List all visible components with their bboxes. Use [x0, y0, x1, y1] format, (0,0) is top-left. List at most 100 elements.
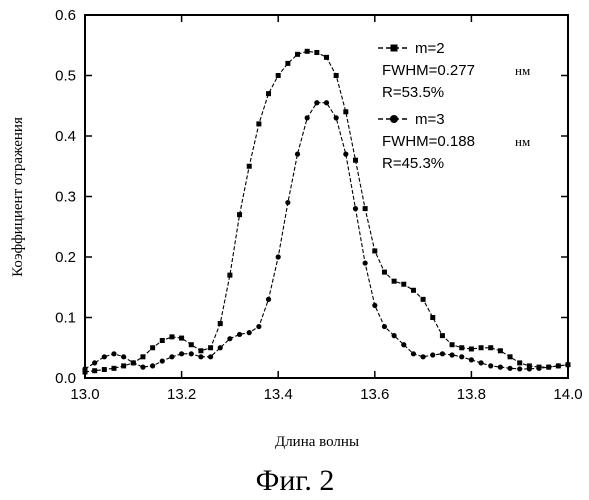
legend-fwhm-m3: FWHM=0.188	[382, 133, 475, 150]
data-point-m2	[392, 279, 397, 284]
y-tick-label: 0.2	[55, 249, 76, 266]
data-point-m3	[459, 354, 464, 359]
data-point-m3	[478, 360, 483, 365]
series-line-m3	[85, 103, 568, 369]
data-point-m3	[276, 254, 281, 259]
data-point-m2	[237, 212, 242, 217]
data-point-m2	[160, 338, 165, 343]
legend-name-m2: m=2	[415, 40, 445, 57]
data-point-m2	[150, 345, 155, 350]
data-point-m3	[179, 351, 184, 356]
data-point-m2	[334, 73, 339, 78]
data-point-m3	[295, 152, 300, 157]
data-point-m3	[189, 351, 194, 356]
data-point-m3	[121, 354, 126, 359]
x-tick-label: 13.2	[167, 386, 196, 403]
data-point-m2	[363, 206, 368, 211]
data-point-m2	[218, 321, 223, 326]
data-point-m2	[372, 248, 377, 253]
data-point-m3	[92, 360, 97, 365]
legend-r-m2: R=53.5%	[382, 84, 444, 101]
data-point-m3	[305, 115, 310, 120]
y-tick-label: 0.1	[55, 310, 76, 327]
data-point-m3	[247, 330, 252, 335]
data-point-m3	[507, 366, 512, 371]
data-point-m2	[508, 354, 513, 359]
data-point-m2	[208, 345, 213, 350]
series-layer	[82, 49, 570, 375]
data-point-m2	[488, 345, 493, 350]
data-point-m3	[160, 358, 165, 363]
data-point-m2	[227, 273, 232, 278]
y-tick-label: 0.5	[55, 68, 76, 85]
data-point-m3	[363, 260, 368, 265]
data-point-m3	[401, 342, 406, 347]
y-tick-label: 0.6	[55, 7, 76, 24]
data-point-m2	[285, 61, 290, 66]
data-point-m3	[430, 352, 435, 357]
data-point-m2	[353, 158, 358, 163]
y-tick-label: 0.4	[55, 128, 76, 145]
data-point-m2	[440, 333, 445, 338]
x-tick-label: 13.6	[360, 386, 389, 403]
data-point-m2	[140, 354, 145, 359]
data-point-m3	[527, 366, 532, 371]
data-point-m2	[498, 348, 503, 353]
data-point-m3	[421, 354, 426, 359]
data-point-m3	[266, 297, 271, 302]
data-point-m3	[237, 332, 242, 337]
y-tick-label: 0.0	[55, 370, 76, 387]
legend-marker-m2	[391, 45, 398, 52]
legend-fwhm-m2: FWHM=0.277	[382, 62, 475, 79]
data-point-m3	[392, 333, 397, 338]
data-point-m3	[546, 365, 551, 370]
x-tick-label: 13.0	[70, 386, 99, 403]
data-point-m2	[401, 282, 406, 287]
data-point-m3	[334, 115, 339, 120]
legend-name-m3: m=3	[415, 111, 445, 128]
legend: m=2 FWHM=0.277 нм R=53.5% m=3 FWHM=0.188…	[378, 40, 530, 172]
data-point-m2	[266, 91, 271, 96]
data-point-m2	[247, 164, 252, 169]
legend-unit-m3: нм	[515, 134, 530, 149]
data-point-m2	[102, 367, 107, 372]
data-point-m3	[353, 206, 358, 211]
x-tick-label: 14.0	[553, 386, 582, 403]
data-point-m3	[140, 365, 145, 370]
plot-frame	[85, 15, 568, 378]
y-axis-label: Коэффициент отражения	[10, 117, 26, 277]
data-point-m2	[121, 363, 126, 368]
data-point-m3	[382, 324, 387, 329]
data-point-m2	[411, 288, 416, 293]
data-point-m3	[449, 352, 454, 357]
data-point-m3	[343, 152, 348, 157]
data-point-m3	[208, 354, 213, 359]
data-point-m2	[305, 49, 310, 54]
x-tick-label: 13.8	[457, 386, 486, 403]
data-point-m3	[411, 351, 416, 356]
data-point-m2	[92, 368, 97, 373]
data-point-m3	[372, 303, 377, 308]
data-point-m2	[198, 348, 203, 353]
data-point-m2	[324, 55, 329, 60]
y-tick-label: 0.3	[55, 189, 76, 206]
data-point-m3	[556, 363, 561, 368]
data-point-m3	[150, 363, 155, 368]
data-point-m2	[479, 345, 484, 350]
data-point-m2	[517, 360, 522, 365]
data-point-m2	[450, 342, 455, 347]
data-point-m2	[276, 73, 281, 78]
data-point-m3	[314, 100, 319, 105]
data-point-m3	[517, 366, 522, 371]
data-point-m2	[256, 121, 261, 126]
data-point-m2	[169, 334, 174, 339]
series-line-m2	[85, 51, 568, 372]
data-point-m3	[469, 357, 474, 362]
data-point-m2	[382, 270, 387, 275]
data-point-m3	[488, 363, 493, 368]
legend-unit-m2: нм	[515, 63, 530, 78]
x-axis-label: Длина волны	[275, 434, 359, 450]
legend-r-m3: R=45.3%	[382, 155, 444, 172]
data-point-m3	[440, 351, 445, 356]
